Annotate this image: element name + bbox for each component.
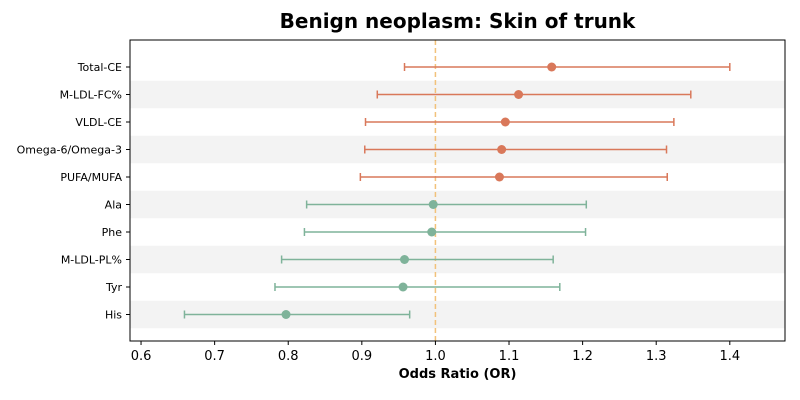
or-point xyxy=(400,255,410,264)
chart-title: Benign neoplasm: Skin of trunk xyxy=(279,9,636,33)
x-axis-title: Odds Ratio (OR) xyxy=(398,367,517,382)
x-tick-label: 0.8 xyxy=(278,349,299,364)
y-tick-label: Phe xyxy=(102,226,123,239)
or-point xyxy=(547,62,557,72)
x-tick-label: 1.3 xyxy=(646,349,667,364)
y-tick-label: M-LDL-PL% xyxy=(61,254,122,267)
y-tick-label: PUFA/MUFA xyxy=(60,171,122,184)
x-tick-label: 1.4 xyxy=(719,349,740,364)
x-tick-label: 0.9 xyxy=(351,349,372,364)
y-tick-label: Tyr xyxy=(105,281,123,294)
x-tick-label: 1.2 xyxy=(572,349,593,364)
or-point xyxy=(428,200,438,209)
or-point xyxy=(398,282,408,292)
or-point xyxy=(427,227,437,237)
or-point xyxy=(514,90,524,99)
or-point xyxy=(494,172,504,182)
y-tick-label: His xyxy=(105,309,122,322)
x-tick-label: 1.1 xyxy=(499,349,520,364)
y-tick-label: VLDL-CE xyxy=(75,116,122,129)
y-tick-label: Total-CE xyxy=(77,61,122,74)
x-tick-label: 1.0 xyxy=(425,349,446,364)
or-point xyxy=(497,145,507,154)
y-tick-label: M-LDL-FC% xyxy=(60,89,122,102)
plot-frame xyxy=(129,39,786,342)
or-point xyxy=(500,117,510,127)
x-tick-label: 0.6 xyxy=(131,349,152,364)
y-tick-label: Omega-6/Omega-3 xyxy=(17,144,122,157)
or-point xyxy=(281,310,291,319)
y-tick-label: Ala xyxy=(105,199,122,212)
x-tick-label: 0.7 xyxy=(204,349,225,364)
